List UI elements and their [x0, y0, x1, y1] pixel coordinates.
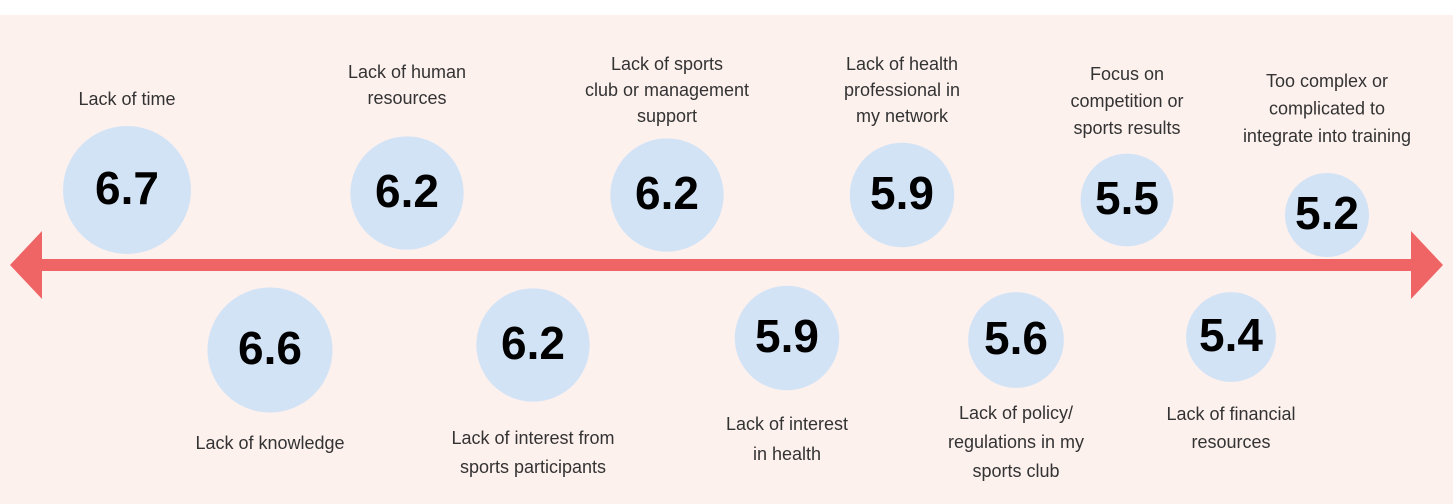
- arrow-head-left: [10, 231, 42, 299]
- category-label: regulations in my: [948, 432, 1084, 452]
- category-label: Lack of sports: [611, 54, 723, 74]
- category-label: Too complex or: [1266, 71, 1388, 91]
- category-label: Lack of interest: [726, 414, 848, 434]
- category-label: Lack of financial: [1166, 404, 1295, 424]
- axis-line: [30, 259, 1423, 271]
- category-label: support: [637, 106, 697, 126]
- value-label: 6.6: [238, 322, 302, 374]
- bubble: [63, 126, 191, 254]
- category-label: club or management: [585, 80, 749, 100]
- arrow-head-right: [1411, 231, 1443, 299]
- value-label: 5.5: [1095, 172, 1159, 224]
- value-label: 5.9: [755, 310, 819, 362]
- value-label: 5.2: [1295, 187, 1359, 239]
- category-label: Lack of time: [78, 89, 175, 109]
- category-label: Focus on: [1090, 64, 1164, 84]
- bubble: [1186, 292, 1276, 382]
- category-label: competition or: [1070, 91, 1183, 111]
- value-label: 6.2: [635, 167, 699, 219]
- category-label: Lack of interest from: [451, 428, 614, 448]
- bubble: [610, 138, 724, 252]
- category-label: sports participants: [460, 457, 606, 477]
- bubble: [849, 142, 955, 248]
- category-label: in health: [753, 444, 821, 464]
- category-label: resources: [1191, 432, 1270, 452]
- bubble: [350, 136, 464, 250]
- bubble: [207, 287, 333, 413]
- value-label: 5.4: [1199, 309, 1263, 361]
- category-label: Lack of policy/: [959, 403, 1073, 423]
- category-label: my network: [856, 106, 949, 126]
- bubble: [968, 292, 1064, 388]
- category-label: Lack of knowledge: [195, 433, 344, 453]
- bubble: [734, 285, 840, 391]
- bubble: [476, 288, 590, 402]
- category-label: sports results: [1073, 118, 1180, 138]
- value-label: 6.7: [95, 162, 159, 214]
- value-label: 6.2: [375, 165, 439, 217]
- value-label: 6.2: [501, 317, 565, 369]
- bubble: [1080, 153, 1174, 247]
- category-label: Lack of human: [348, 62, 466, 82]
- category-label: Lack of health: [846, 54, 958, 74]
- value-label: 5.9: [870, 167, 934, 219]
- category-label: professional in: [844, 80, 960, 100]
- bubble: [1285, 173, 1369, 257]
- value-label: 5.6: [984, 312, 1048, 364]
- category-label: integrate into training: [1243, 126, 1411, 146]
- category-label: sports club: [972, 461, 1059, 481]
- category-label: resources: [367, 88, 446, 108]
- category-label: complicated to: [1269, 98, 1385, 118]
